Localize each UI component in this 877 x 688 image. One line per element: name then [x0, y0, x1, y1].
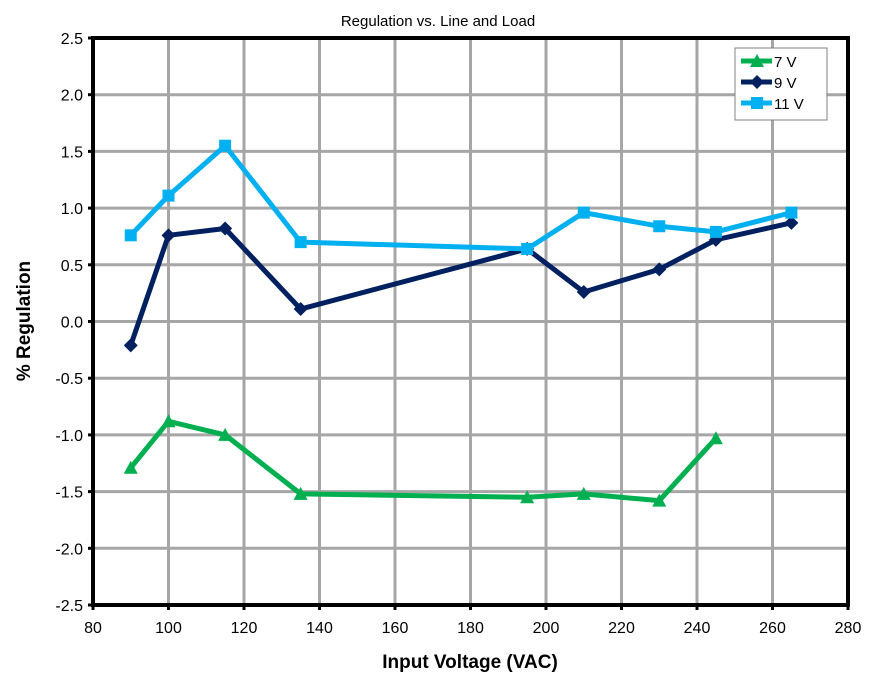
legend-marker — [750, 54, 764, 67]
y-tick-label: 0.0 — [61, 315, 83, 332]
data-point — [576, 486, 591, 500]
series-line — [128, 418, 718, 504]
data-point — [652, 262, 667, 277]
x-tick-label: 80 — [84, 620, 102, 637]
data-point — [124, 229, 137, 242]
legend-item: 9 V — [741, 75, 797, 92]
y-tick-label: 1.5 — [61, 144, 83, 161]
data-point — [576, 285, 591, 300]
series-layer — [123, 139, 799, 507]
y-tick-label: 1.0 — [61, 201, 83, 218]
data-point — [123, 460, 138, 474]
y-tick-label: -1.0 — [55, 428, 83, 445]
x-tick-label: 100 — [155, 620, 182, 637]
data-point — [218, 221, 233, 236]
y-tick-label: -1.5 — [55, 485, 83, 502]
data-point — [520, 490, 535, 504]
legend-label: 7 V — [774, 54, 797, 71]
data-point — [162, 189, 175, 202]
chart-title: Regulation vs. Line and Load — [341, 13, 535, 30]
series-7v — [123, 414, 723, 507]
data-point — [293, 302, 308, 317]
x-tick-label: 280 — [835, 620, 862, 637]
y-tick-label: -0.5 — [55, 371, 83, 388]
data-point — [577, 206, 590, 219]
x-tick-label: 180 — [457, 620, 484, 637]
series-11v — [124, 139, 798, 255]
x-tick-label: 160 — [382, 620, 409, 637]
data-point — [708, 431, 723, 445]
data-point — [123, 338, 138, 353]
y-tick-label: -2.0 — [55, 541, 83, 558]
y-tick-label: -2.5 — [55, 598, 83, 615]
data-point — [653, 220, 666, 233]
y-axis-title: % Regulation — [14, 261, 35, 381]
x-tick-label: 260 — [759, 620, 786, 637]
x-tick-label: 140 — [306, 620, 333, 637]
x-tick-label: 120 — [231, 620, 258, 637]
y-tick-label: 2.0 — [61, 88, 83, 105]
data-point — [709, 225, 722, 238]
data-point — [521, 242, 534, 255]
x-tick-label: 240 — [684, 620, 711, 637]
grid-lines — [93, 38, 848, 605]
legend-item: 7 V — [741, 54, 797, 71]
y-tick-label: 0.5 — [61, 258, 83, 275]
y-tick-label: 2.5 — [61, 31, 83, 48]
series-line — [128, 220, 792, 347]
data-point — [161, 414, 176, 428]
data-point — [784, 215, 799, 230]
x-tick-label: 220 — [608, 620, 635, 637]
data-point — [294, 236, 307, 249]
x-axis-title: Input Voltage (VAC) — [382, 652, 558, 673]
legend-label: 11 V — [774, 96, 804, 113]
legend-marker — [750, 75, 764, 89]
x-tick-label: 200 — [533, 620, 560, 637]
legend-item: 11 V — [741, 96, 804, 113]
legend-label: 9 V — [774, 75, 797, 92]
data-point — [161, 228, 176, 243]
axes — [88, 36, 850, 610]
tick-labels: 2.5 2.0 1.5 1.0 0.5 0.0 -0.5 -1.0 -1.5 -2.0 -2.580… — [55, 31, 861, 637]
data-point — [218, 427, 233, 441]
data-point — [219, 139, 232, 152]
legend: 7 V 9 V 11 V — [734, 47, 828, 121]
data-point — [652, 493, 667, 507]
legend-marker — [751, 97, 763, 109]
data-point — [785, 206, 798, 219]
data-point — [293, 486, 308, 500]
